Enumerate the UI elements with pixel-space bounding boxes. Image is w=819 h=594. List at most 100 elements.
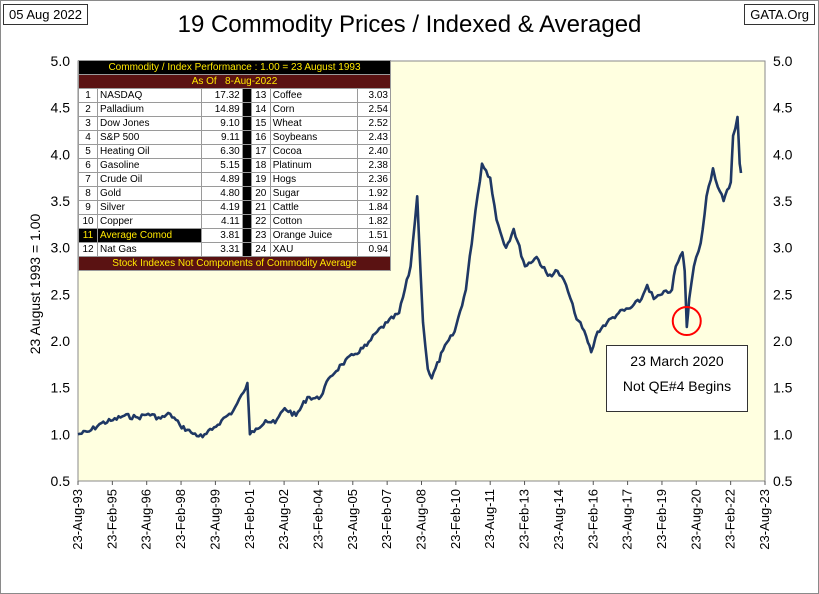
table-subheader: As Of 8-Aug-2022 [78, 74, 391, 89]
x-tick-label: 23-Aug-93 [70, 489, 85, 550]
x-tick-label: 23-Feb-95 [104, 489, 119, 549]
x-tick-label: 23-Feb-04 [310, 489, 325, 549]
row-name: Gasoline [96, 158, 203, 173]
y-tick-label-right: 4.0 [773, 146, 793, 162]
row-rank: 24 [250, 242, 271, 257]
row-rank: 18 [250, 158, 271, 173]
annotation-circle [671, 306, 702, 336]
row-name: Gold [96, 186, 203, 201]
row-name: Crude Oil [96, 172, 203, 187]
row-separator [241, 214, 252, 229]
row-value: 2.38 [356, 158, 392, 173]
row-value: 1.92 [356, 186, 392, 201]
row-name: Platinum [269, 158, 358, 173]
row-name: Hogs [269, 172, 358, 187]
x-tick-label: 23-Aug-14 [551, 489, 566, 550]
row-rank: 5 [78, 144, 98, 159]
table-row: 10 Copper 4.11 22 Cotton 1.82 [78, 214, 392, 229]
y-tick-label-right: 2.0 [773, 333, 793, 349]
x-tick-label: 23-Feb-19 [654, 489, 669, 549]
row-value: 4.80 [201, 186, 243, 201]
row-rank: 13 [250, 88, 271, 103]
row-rank: 20 [250, 186, 271, 201]
y-tick-label-left: 1.5 [51, 380, 71, 396]
x-tick-label: 23-Aug-17 [620, 489, 635, 550]
row-rank: 17 [250, 144, 271, 159]
row-name: Heating Oil [96, 144, 203, 159]
row-rank: 14 [250, 102, 271, 117]
row-value: 9.10 [201, 116, 243, 131]
row-rank: 10 [78, 214, 98, 229]
y-tick-label-left: 0.5 [51, 473, 71, 489]
x-tick-label: 23-Feb-13 [517, 489, 532, 549]
row-value: 5.15 [201, 158, 243, 173]
y-tick-label-left: 4.0 [51, 146, 71, 162]
row-separator [241, 130, 252, 145]
y-tick-label-left: 3.5 [51, 193, 71, 209]
site-label: GATA.Org [744, 4, 815, 25]
row-value: 3.81 [201, 228, 243, 243]
chart-title: 19 Commodity Prices / Indexed & Averaged [177, 11, 642, 38]
row-name: Cocoa [269, 144, 358, 159]
table-row: 6 Gasoline 5.15 18 Platinum 2.38 [78, 158, 392, 173]
x-tick-label: 23-Aug-99 [207, 489, 222, 550]
y-tick-label-right: 3.0 [773, 240, 793, 256]
performance-table: Commodity / Index Performance : 1.00 = 2… [78, 60, 392, 271]
row-value: 3.03 [356, 88, 392, 103]
x-tick-label: 23-Aug-11 [482, 489, 497, 549]
table-header: Commodity / Index Performance : 1.00 = 2… [78, 60, 391, 75]
y-tick-label-right: 0.5 [773, 473, 793, 489]
y-tick-label-right: 3.5 [773, 193, 793, 209]
row-rank: 2 [78, 102, 98, 117]
row-rank: 19 [250, 172, 271, 187]
annotation-line-1: 23 March 2020 [630, 353, 724, 369]
row-name: Average Comod [96, 228, 203, 243]
annotation-line-2: Not QE#4 Begins [622, 378, 732, 394]
row-rank: 4 [78, 130, 98, 145]
x-axis: 23-Aug-93 23-Feb-95 23-Aug-96 23-Feb-98 23-A… [70, 481, 772, 550]
row-name: S&P 500 [96, 130, 203, 145]
row-rank: 22 [250, 214, 271, 229]
table-row: 5 Heating Oil 6.30 17 Cocoa 2.40 [78, 144, 392, 159]
x-tick-label: 23-Feb-22 [723, 489, 738, 549]
row-separator [241, 144, 252, 159]
row-rank: 12 [78, 242, 98, 257]
row-name: Silver [96, 200, 203, 215]
table-row: 2 Palladium 14.89 14 Corn 2.54 [78, 102, 392, 117]
row-separator [241, 186, 252, 201]
row-rank: 3 [78, 116, 98, 131]
y-tick-label-right: 4.5 [773, 100, 793, 116]
row-value: 2.43 [356, 130, 392, 145]
row-rank: 23 [250, 228, 271, 243]
row-name: NASDAQ [96, 88, 203, 103]
y-tick-label-right: 1.5 [773, 380, 793, 396]
row-name: Coffee [269, 88, 358, 103]
row-rank: 9 [78, 200, 98, 215]
row-separator [241, 158, 252, 173]
table-row: 8 Gold 4.80 20 Sugar 1.92 [78, 186, 392, 201]
row-value: 2.40 [356, 144, 392, 159]
table-row: 1 NASDAQ 17.32 13 Coffee 3.03 [78, 88, 392, 103]
y-tick-label-right: 1.0 [773, 426, 793, 442]
x-tick-label: 23-Aug-05 [345, 489, 360, 550]
row-value: 4.11 [201, 214, 243, 229]
row-rank: 1 [78, 88, 98, 103]
annotation-box: 23 March 2020 Not QE#4 Begins [606, 345, 748, 412]
series-line [77, 115, 743, 439]
y-tick-label-right: 2.5 [773, 286, 793, 302]
row-rank: 21 [250, 200, 271, 215]
row-value: 1.84 [356, 200, 392, 215]
row-separator [241, 88, 252, 103]
x-tick-label: 23-Aug-02 [276, 489, 291, 550]
row-name: XAU [269, 242, 358, 257]
table-row: 9 Silver 4.19 21 Cattle 1.84 [78, 200, 392, 215]
row-value: 14.89 [201, 102, 243, 117]
row-separator [241, 116, 252, 131]
x-tick-label: 23-Aug-23 [757, 489, 772, 550]
row-value: 6.30 [201, 144, 243, 159]
row-name: Sugar [269, 186, 358, 201]
row-name: Dow Jones [96, 116, 203, 131]
row-value: 1.51 [356, 228, 392, 243]
row-value: 2.54 [356, 102, 392, 117]
x-tick-label: 23-Feb-01 [242, 489, 257, 549]
